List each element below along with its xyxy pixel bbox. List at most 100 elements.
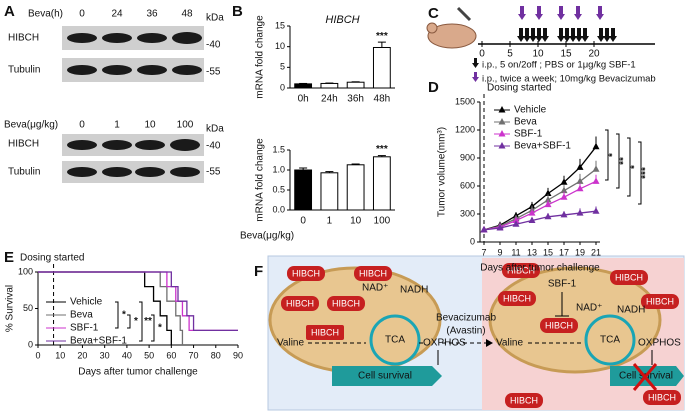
y-axis-label: mRNA fold change xyxy=(255,15,266,99)
y-tick-label: 1200 xyxy=(455,124,475,134)
bracket xyxy=(638,141,642,205)
y-axis-label: % Survival xyxy=(5,285,16,332)
bracket xyxy=(139,301,143,342)
blot-strip xyxy=(62,134,204,156)
x-tick-label: 10 xyxy=(55,350,65,360)
x-tick-label: 0 xyxy=(35,350,40,360)
metabolite: Valine xyxy=(277,338,304,349)
chart-title: HIBCH xyxy=(325,14,359,26)
outcome-label: Cell survival xyxy=(358,371,412,382)
x-tick-label: 21 xyxy=(591,247,601,257)
marker xyxy=(576,184,584,192)
lane-label: 0 xyxy=(79,9,85,20)
survival-curve xyxy=(38,271,238,332)
day-label: 10 xyxy=(532,49,544,60)
marker xyxy=(544,189,552,196)
panel-label: B xyxy=(232,3,243,20)
lane-label: 100 xyxy=(177,120,194,131)
legend-label: SBF-1 xyxy=(514,129,543,140)
marker xyxy=(576,209,584,216)
survival-curve xyxy=(38,271,238,332)
x-tick-label: 20 xyxy=(77,350,87,360)
metabolite: NAD⁺ xyxy=(362,283,388,294)
x-tick-label: 90 xyxy=(233,350,243,360)
protein-label: HIBCH xyxy=(332,298,360,308)
x-tick-label: 24h xyxy=(321,94,338,105)
x-axis-label: Days after tumor challenge xyxy=(480,263,600,274)
legend-marker xyxy=(498,106,506,113)
blot-condition: Beva(h) xyxy=(28,9,63,20)
mw-marker: -55 xyxy=(206,67,221,78)
legend-text: i.p., 5 on/2off ; PBS or 1μg/kg SBF-1 xyxy=(482,60,636,71)
significance: * xyxy=(122,310,126,321)
mouse-icon xyxy=(427,23,477,49)
drug-label: SBF-1 xyxy=(548,279,577,290)
lane-label: 24 xyxy=(111,9,123,20)
y-tick-label: 1.5 xyxy=(272,144,285,154)
panel-label: D xyxy=(428,79,439,96)
mw-marker: -55 xyxy=(206,167,221,178)
schedule: C 0 5 10 15 20 i.p., 5 on/2off ; PBS or … xyxy=(426,5,656,85)
protein-label: HIBCH xyxy=(510,395,538,405)
lane-label: 48 xyxy=(181,9,193,20)
blot-strip xyxy=(62,161,204,183)
marker xyxy=(544,196,552,203)
protein-label: HIBCH xyxy=(648,392,676,402)
dose-arrows xyxy=(517,28,617,42)
mw-marker: -40 xyxy=(206,40,221,51)
y-tick-label: 0 xyxy=(28,339,33,349)
lane-label: 36 xyxy=(146,9,158,20)
marker xyxy=(592,142,600,150)
lane-label: 10 xyxy=(144,120,156,131)
bracket xyxy=(151,314,155,342)
significance: * xyxy=(158,323,162,334)
marker xyxy=(512,216,520,224)
x-axis-label: Beva(μg/kg) xyxy=(240,231,294,242)
legend-label: SBF-1 xyxy=(70,323,99,334)
legend-text: i.p., twice a week; 10mg/kg Bevacizumab xyxy=(482,74,656,85)
metabolite: NADH xyxy=(400,285,428,296)
marker xyxy=(576,177,584,184)
y-tick-label: 0 xyxy=(470,236,475,246)
legend-label: Beva+SBF-1 xyxy=(70,336,127,347)
x-tick-label: 30 xyxy=(100,350,110,360)
y-tick-label: 100 xyxy=(18,266,33,276)
x-tick-label: 17 xyxy=(559,247,569,257)
legend-marker xyxy=(498,118,506,125)
marker xyxy=(544,200,552,208)
bracket xyxy=(627,137,631,197)
bands xyxy=(67,139,200,177)
protein-label: HIBCH xyxy=(359,268,387,278)
marker xyxy=(480,225,488,233)
day-label: 20 xyxy=(588,49,600,60)
beva-arrows xyxy=(518,6,604,20)
panel-label: C xyxy=(428,5,439,22)
bar xyxy=(294,169,313,211)
metabolite: NADH xyxy=(617,305,645,316)
x-tick-label: 7 xyxy=(481,247,486,257)
marker xyxy=(592,177,600,184)
blot-condition: Beva(μg/kg) xyxy=(4,120,58,131)
treatment-label: Bevacizumab xyxy=(436,313,496,324)
significance: * xyxy=(134,316,138,327)
x-tick-label: 80 xyxy=(211,350,221,360)
marker xyxy=(528,216,536,224)
annotation: Dosing started xyxy=(487,83,551,94)
legend-label: Vehicle xyxy=(514,105,547,116)
marker xyxy=(560,210,568,218)
marker xyxy=(560,186,568,194)
y-tick-label: 10 xyxy=(275,41,285,51)
treatment-label: (Avastin) xyxy=(446,326,485,337)
significance: * xyxy=(630,165,641,169)
blot-row-label: Tubulin xyxy=(8,167,40,178)
marker xyxy=(592,207,600,214)
bar xyxy=(372,156,391,211)
legend-marker xyxy=(498,142,506,149)
significance: ** xyxy=(144,316,152,327)
marker xyxy=(544,212,552,220)
survival-curve xyxy=(38,271,172,345)
protein-label: HIBCH xyxy=(507,265,535,275)
bracket xyxy=(115,301,119,329)
x-tick-label: 15 xyxy=(543,247,553,257)
